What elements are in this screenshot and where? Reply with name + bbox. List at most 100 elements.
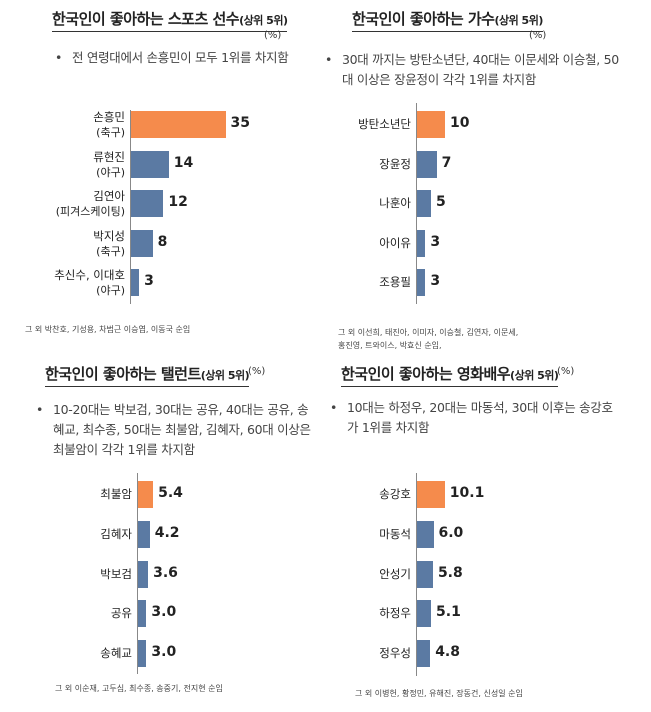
chart-title-text: 한국인이 좋아하는 스포츠 선수 bbox=[52, 10, 240, 28]
category-label: 추신수, 이대호 (야구) bbox=[54, 268, 125, 298]
category-name: 손흥민 bbox=[93, 110, 125, 124]
bar bbox=[138, 481, 154, 508]
unit-label: (%) bbox=[264, 30, 282, 41]
category-label: 하정우 bbox=[379, 606, 411, 621]
summary-bullet: • 10-20대는 박보검, 30대는 공유, 40대는 공유, 송혜교, 최수종… bbox=[36, 400, 313, 460]
category-name: 김연아 bbox=[93, 189, 125, 204]
summary-bullet: • 30대 까지는 방탄소년단, 40대는 이문세와 이승철, 50대 이상은 장… bbox=[325, 50, 622, 90]
summary-text: 전 연령대에서 손흥민이 모두 1위를 차지함 bbox=[72, 50, 289, 65]
bar bbox=[417, 560, 433, 588]
summary-bullet: • 전 연령대에서 손흥민이 모두 1위를 차지함 bbox=[55, 48, 332, 68]
value-label: 3.0 bbox=[151, 644, 177, 661]
axis-line bbox=[130, 110, 131, 304]
value-label: 3 bbox=[430, 273, 441, 290]
category-sublabel: (야구) bbox=[96, 284, 125, 298]
category-name: 정우성 bbox=[379, 646, 411, 661]
category-label: 안성기 bbox=[379, 567, 411, 582]
category-label: 최불암 bbox=[100, 487, 132, 502]
value-label: 10 bbox=[450, 115, 470, 131]
bar bbox=[417, 600, 432, 628]
unit-label: (%) bbox=[248, 366, 266, 377]
summary-text: 30대 까지는 방탄소년단, 40대는 이문세와 이승철, 50대 이상은 장윤… bbox=[342, 52, 619, 87]
footnote-line: 그 외 이선희, 태진아, 이미자, 이승철, 김연자, 이문세, bbox=[338, 328, 519, 337]
value-label: 3.0 bbox=[151, 604, 177, 621]
axis-line bbox=[137, 473, 138, 674]
category-name: 하정우 bbox=[379, 606, 411, 621]
footnote-line: 그 외 박찬호, 기성용, 차범근 이승엽, 이동국 순임 bbox=[25, 325, 191, 334]
bullet-dot: • bbox=[55, 50, 63, 65]
bullet-dot: • bbox=[330, 400, 338, 415]
category-label: 방탄소년단 bbox=[358, 117, 411, 132]
bar bbox=[138, 520, 150, 548]
bar bbox=[417, 190, 431, 218]
value-label: 3 bbox=[430, 233, 441, 250]
category-name: 최불암 bbox=[100, 487, 132, 501]
category-name: 류현진 bbox=[93, 149, 125, 164]
axis-line bbox=[416, 103, 417, 304]
value-label: 5 bbox=[436, 194, 446, 211]
unit-label: (%) bbox=[557, 366, 575, 377]
category-name: 아이유 bbox=[379, 235, 411, 250]
category-name: 장윤정 bbox=[379, 156, 411, 171]
value-label: 3.6 bbox=[153, 564, 178, 581]
category-label: 박보검 bbox=[100, 567, 132, 582]
bar bbox=[138, 560, 149, 588]
bullet-dot: • bbox=[325, 52, 333, 67]
chart-title-text: 한국인이 좋아하는 영화배우 bbox=[341, 365, 511, 383]
value-label: 5.1 bbox=[436, 604, 461, 621]
footnote: 그 외 이병헌, 황정민, 유해진, 장동건, 신성일 순임 bbox=[355, 687, 523, 700]
unit-label: (%) bbox=[529, 30, 547, 41]
value-label: 10.1 bbox=[449, 485, 485, 501]
value-label: 3 bbox=[144, 273, 154, 290]
value-label: 12 bbox=[168, 194, 188, 211]
category-label: 장윤정 bbox=[379, 157, 411, 172]
category-name: 추신수, 이대호 bbox=[54, 268, 125, 283]
category-label: 아이유 bbox=[379, 236, 411, 251]
category-sublabel: (축구) bbox=[96, 126, 125, 139]
category-label: 박지성 (축구) bbox=[93, 229, 125, 259]
chart-title-subtitle: (상위 5위) bbox=[200, 369, 250, 382]
bar bbox=[417, 640, 431, 668]
chart-title: 한국인이 좋아하는 영화배우(상위 5위) bbox=[341, 363, 559, 387]
category-label: 조용필 bbox=[379, 275, 411, 290]
category-name: 김혜자 bbox=[100, 526, 132, 541]
bar bbox=[138, 600, 147, 628]
value-label: 4.8 bbox=[435, 644, 460, 661]
value-label: 5.8 bbox=[437, 564, 463, 581]
chart-title: 한국인이 좋아하는 스포츠 선수(상위 5위) bbox=[52, 8, 288, 32]
chart-title-subtitle: (상위 5위) bbox=[510, 369, 559, 382]
bar bbox=[417, 229, 426, 257]
axis-line bbox=[416, 473, 417, 676]
footnote-line: 그 외 이순재, 고두심, 최수종, 송중기, 전지현 순임 bbox=[55, 684, 223, 693]
bar bbox=[138, 640, 147, 668]
chart-title-text: 한국인이 좋아하는 탤런트 bbox=[45, 365, 201, 383]
chart-title-subtitle: (상위 5위) bbox=[494, 14, 543, 27]
chart-title-text: 한국인이 좋아하는 가수 bbox=[352, 10, 495, 28]
bar bbox=[131, 111, 226, 138]
category-name: 방탄소년단 bbox=[358, 117, 411, 131]
summary-bullet: • 10대는 하정우, 20대는 마동석, 30대 이후는 송강호가 1위를 차지… bbox=[330, 398, 617, 438]
value-label: 35 bbox=[230, 115, 250, 131]
footnote: 그 외 박찬호, 기성용, 차범근 이승엽, 이동국 순임 bbox=[25, 323, 190, 336]
category-name: 박보검 bbox=[100, 566, 132, 581]
summary-text: 10대는 하정우, 20대는 마동석, 30대 이후는 송강호가 1위를 차지함 bbox=[347, 400, 613, 435]
category-name: 박지성 bbox=[93, 228, 125, 243]
value-label: 8 bbox=[157, 233, 168, 250]
value-label: 7 bbox=[441, 154, 452, 171]
category-name: 조용필 bbox=[379, 275, 411, 290]
category-label: 김연아 (피겨스케이팅) bbox=[56, 189, 125, 219]
value-label: 6.0 bbox=[438, 524, 464, 541]
summary-text: 10-20대는 박보검, 30대는 공유, 40대는 공유, 송혜교, 최수종,… bbox=[53, 402, 311, 457]
chart-title-subtitle: (상위 5위) bbox=[239, 14, 288, 27]
category-label: 공유 bbox=[111, 606, 132, 621]
category-name: 안성기 bbox=[379, 566, 411, 581]
bar bbox=[417, 111, 445, 138]
footnote-line: 홍진영, 트와이스, 박효신 순임, bbox=[338, 341, 442, 350]
chart-title: 한국인이 좋아하는 탤런트(상위 5위) bbox=[45, 363, 250, 387]
category-label: 김혜자 bbox=[100, 527, 132, 542]
